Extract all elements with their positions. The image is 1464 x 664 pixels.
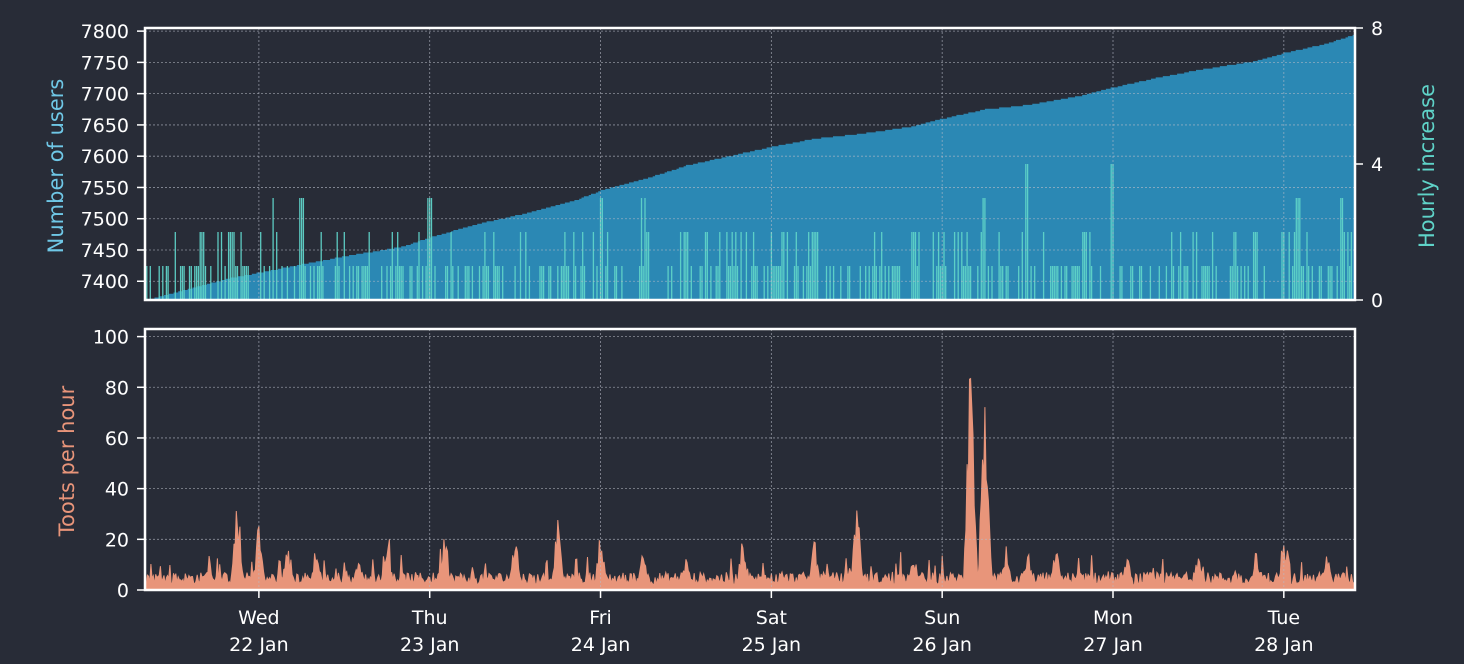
x-tick-date-label: 25 Jan xyxy=(742,634,802,656)
toots-plot-background xyxy=(145,329,1355,590)
toots-tick-label: 20 xyxy=(105,529,129,551)
users-tick-label: 7400 xyxy=(81,271,129,293)
x-tick-day-label: Sun xyxy=(924,607,960,629)
users-area-series xyxy=(145,33,1355,300)
x-tick-day-label: Wed xyxy=(238,607,279,629)
toots-tick-label: 40 xyxy=(105,479,129,501)
users-plot-frame xyxy=(143,26,1357,302)
users-tick-label: 7750 xyxy=(81,52,129,74)
users-tick-label: 7500 xyxy=(81,209,129,231)
x-tick-date-label: 22 Jan xyxy=(229,634,289,656)
users-tick-label: 7600 xyxy=(81,146,129,168)
users-tick-label: 7550 xyxy=(81,177,129,199)
hourly-increase-series xyxy=(146,164,1356,300)
toots-tick-label: 80 xyxy=(105,377,129,399)
x-tick-day-label: Mon xyxy=(1093,607,1133,629)
x-axis: Wed 22 Jan Thu 23 Jan Fri 24 Jan Sat 25 Jan Sun 2… xyxy=(229,590,1314,656)
toots-tick-label: 100 xyxy=(93,327,129,349)
toots-tick-label: 0 xyxy=(117,580,129,602)
x-tick-day-label: Thu xyxy=(411,607,448,629)
hourly-increase-tick-label: 8 xyxy=(1371,18,1383,40)
x-tick-day-label: Sat xyxy=(756,607,787,629)
users-panel: 7400 7450 7500 7550 7600 7650 7700 7750 7800 0 4 8 xyxy=(81,18,1383,312)
x-tick-date-label: 27 Jan xyxy=(1083,634,1143,656)
toots-axis-label: Toots per hour xyxy=(55,385,79,537)
users-axis-label: Number of users xyxy=(44,79,68,254)
users-tick-label: 7700 xyxy=(81,84,129,106)
hourly-increase-tick-label: 4 xyxy=(1371,154,1383,176)
x-tick-date-label: 28 Jan xyxy=(1254,634,1314,656)
users-tick-label: 7800 xyxy=(81,21,129,43)
toots-series xyxy=(144,377,1356,591)
x-tick-day-label: Fri xyxy=(589,607,612,629)
x-tick-date-label: 24 Jan xyxy=(571,634,631,656)
x-tick-date-label: 23 Jan xyxy=(400,634,460,656)
x-tick-date-label: 26 Jan xyxy=(912,634,972,656)
toots-panel: 0 20 40 60 80 100 xyxy=(93,327,1357,602)
hourly-increase-tick-label: 0 xyxy=(1371,290,1383,312)
x-tick-day-label: Tue xyxy=(1267,607,1300,629)
users-tick-label: 7450 xyxy=(81,240,129,262)
users-tick-label: 7650 xyxy=(81,115,129,137)
toots-tick-label: 60 xyxy=(105,428,129,450)
toots-plot-frame xyxy=(143,327,1357,592)
hourly-increase-axis-label: Hourly increase xyxy=(1415,84,1439,248)
